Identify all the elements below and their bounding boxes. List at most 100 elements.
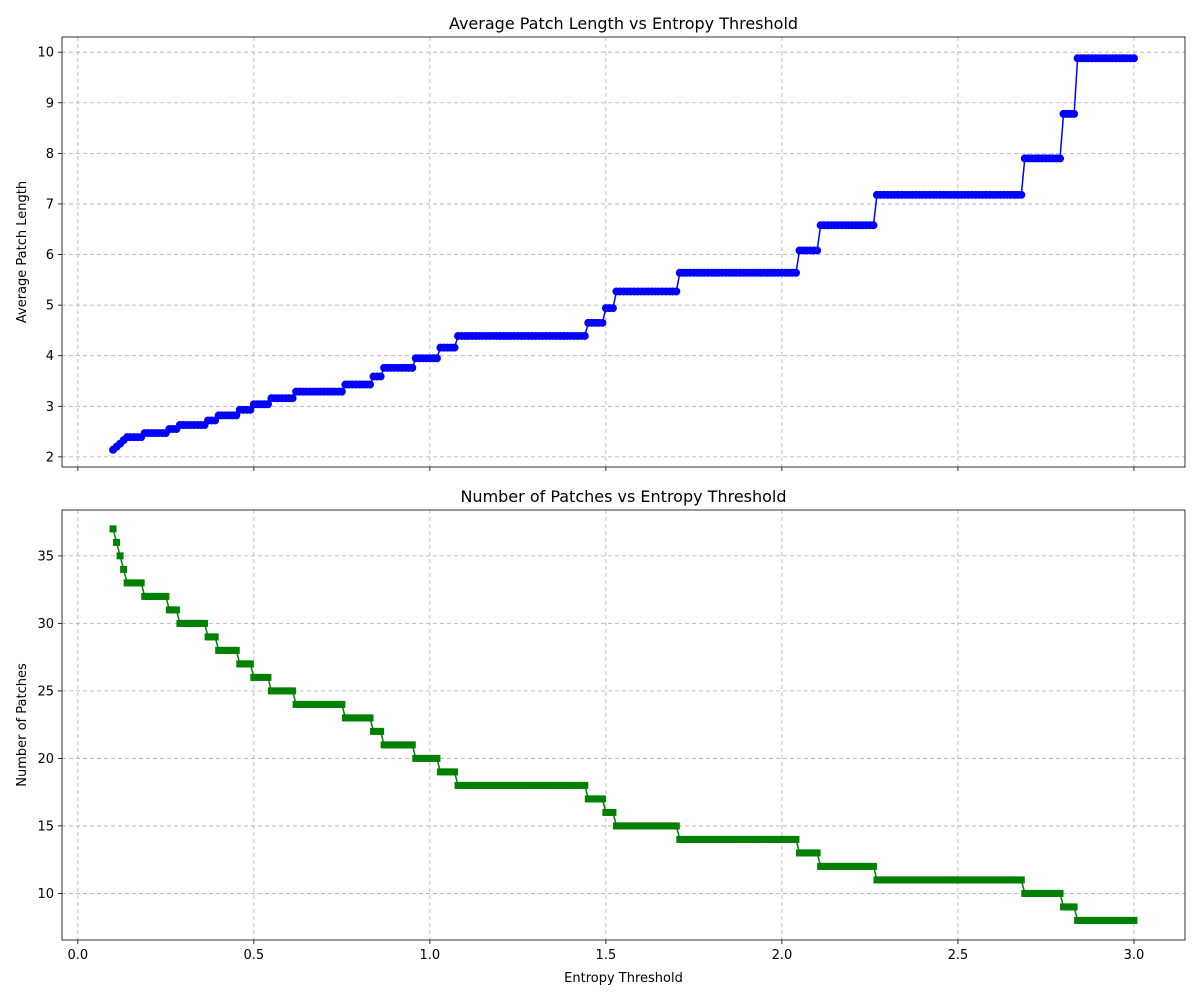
- bottom-chart-point: [341, 714, 349, 722]
- bottom-chart-point: [767, 835, 775, 843]
- bottom-chart-point: [384, 741, 392, 749]
- bottom-chart-point: [250, 673, 258, 681]
- bottom-chart-point: [1024, 889, 1032, 897]
- bottom-chart-point: [887, 876, 895, 884]
- top-chart-ytick-label: 7: [46, 197, 54, 212]
- bottom-chart-point: [355, 714, 363, 722]
- bottom-chart-point: [1095, 916, 1103, 924]
- bottom-chart-point: [531, 781, 539, 789]
- bottom-chart-point: [419, 754, 427, 762]
- bottom-chart-point: [285, 687, 293, 695]
- bottom-chart-point: [429, 754, 437, 762]
- bottom-chart-point: [669, 822, 677, 830]
- bottom-chart-point: [609, 808, 617, 816]
- bottom-chart-point: [324, 700, 332, 708]
- bottom-chart-point: [1074, 916, 1082, 924]
- top-chart-point: [376, 372, 385, 381]
- bottom-chart-point: [398, 741, 406, 749]
- bottom-chart-xtick-label: 2.0: [772, 948, 793, 963]
- bottom-chart-point: [1045, 889, 1053, 897]
- bottom-chart-point: [796, 849, 804, 857]
- bottom-chart-point: [377, 727, 385, 735]
- bottom-chart-point: [799, 849, 807, 857]
- bottom-chart-point: [968, 876, 976, 884]
- bottom-chart-point: [176, 619, 184, 627]
- bottom-chart-point: [781, 835, 789, 843]
- bottom-chart-point: [158, 592, 166, 600]
- bottom-chart-point: [574, 781, 582, 789]
- bottom-chart-point: [458, 781, 466, 789]
- bottom-chart-point: [700, 835, 708, 843]
- bottom-chart-point: [260, 673, 268, 681]
- bottom-chart-point: [556, 781, 564, 789]
- bottom-chart-point: [715, 835, 723, 843]
- top-chart-point: [791, 268, 800, 277]
- bottom-chart-point: [1123, 916, 1131, 924]
- bottom-chart-point: [553, 781, 561, 789]
- bottom-chart-point: [493, 781, 501, 789]
- bottom-chart-point: [345, 714, 353, 722]
- bottom-chart-point: [1112, 916, 1120, 924]
- bottom-chart-point: [824, 862, 832, 870]
- top-chart-ticks: 2 3 4 5 6 7 8 9 10: [37, 46, 1135, 471]
- bottom-chart-point: [292, 700, 300, 708]
- bottom-chart-title: Number of Patches vs Entropy Threshold: [460, 487, 786, 506]
- bottom-chart-point: [662, 822, 670, 830]
- bottom-chart-point: [433, 754, 441, 762]
- bottom-chart-point: [243, 660, 251, 668]
- bottom-chart-point: [436, 768, 444, 776]
- bottom-chart-point: [1021, 889, 1029, 897]
- top-chart-point: [337, 387, 346, 396]
- bottom-chart-point: [422, 754, 430, 762]
- bottom-chart-point: [225, 646, 233, 654]
- bottom-chart-point: [524, 781, 532, 789]
- bottom-chart-point: [838, 862, 846, 870]
- top-chart-ytick-label: 3: [46, 400, 54, 415]
- bottom-chart-point: [729, 835, 737, 843]
- bottom-chart-point: [996, 876, 1004, 884]
- bottom-chart-point: [1105, 916, 1113, 924]
- bottom-chart-point: [1053, 889, 1061, 897]
- bottom-chart-point: [855, 862, 863, 870]
- bottom-chart-point: [993, 876, 1001, 884]
- bottom-chart-point: [859, 862, 867, 870]
- top-chart-point: [869, 221, 878, 230]
- bottom-chart-point: [831, 862, 839, 870]
- bottom-chart-ytick-label: 25: [37, 684, 54, 699]
- bottom-chart-point: [528, 781, 536, 789]
- bottom-chart-xlabel: Entropy Threshold: [564, 971, 683, 986]
- bottom-chart-point: [841, 862, 849, 870]
- bottom-chart-frame: [61, 509, 1186, 941]
- top-chart-frame: [61, 36, 1186, 468]
- bottom-chart-point: [630, 822, 638, 830]
- bottom-chart-point: [338, 700, 346, 708]
- bottom-chart-point: [778, 835, 786, 843]
- bottom-chart-point: [722, 835, 730, 843]
- bottom-chart-ytick-label: 20: [37, 752, 54, 767]
- bottom-chart-point: [1000, 876, 1008, 884]
- bottom-chart-point: [289, 687, 297, 695]
- bottom-chart-point: [711, 835, 719, 843]
- top-chart-ylabel: Average Patch Length: [15, 181, 30, 323]
- bottom-chart-point: [172, 606, 180, 614]
- bottom-chart-point: [120, 565, 128, 573]
- bottom-chart-point: [1126, 916, 1134, 924]
- bottom-chart-point: [665, 822, 673, 830]
- bottom-chart-point: [940, 876, 948, 884]
- bottom-chart-point: [1003, 876, 1011, 884]
- bottom-chart-point: [443, 768, 451, 776]
- bottom-chart-point: [299, 700, 307, 708]
- bottom-chart-point: [317, 700, 325, 708]
- bottom-chart-point: [461, 781, 469, 789]
- bottom-chart-ytick-label: 10: [37, 887, 54, 902]
- bottom-chart-point: [605, 808, 613, 816]
- bottom-chart-point: [1007, 876, 1015, 884]
- bottom-chart-point: [567, 781, 575, 789]
- bottom-chart-point: [253, 673, 261, 681]
- bottom-chart-point: [725, 835, 733, 843]
- bottom-chart-series-line: [112, 528, 1134, 922]
- bottom-chart-point: [834, 862, 842, 870]
- bottom-chart-point: [246, 660, 254, 668]
- bottom-chart-point: [746, 835, 754, 843]
- bottom-chart-point: [810, 849, 818, 857]
